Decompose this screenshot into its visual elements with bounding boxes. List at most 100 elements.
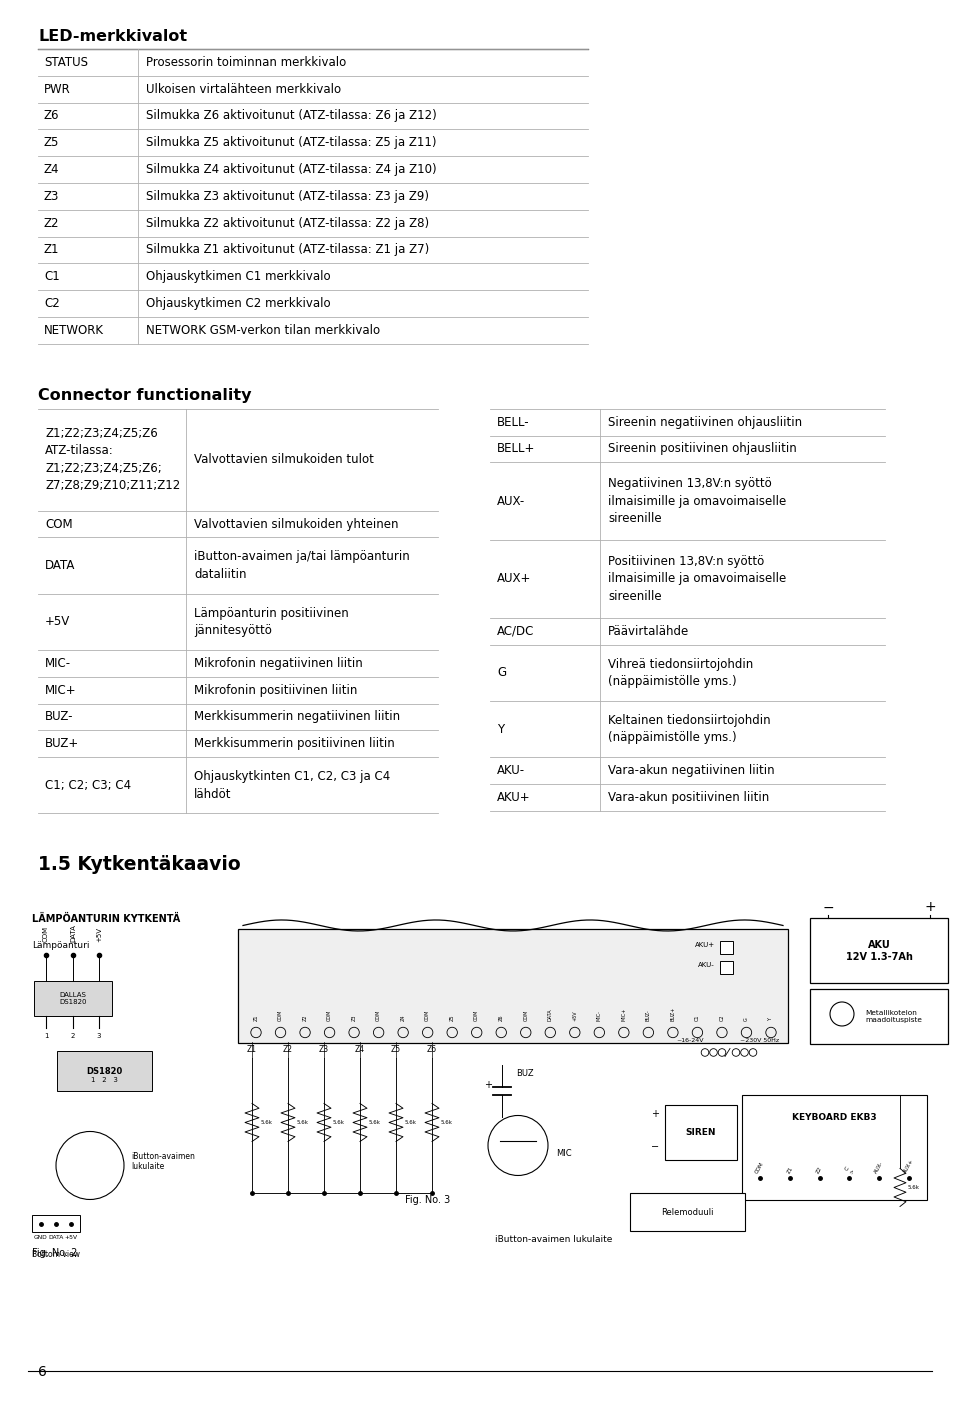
Text: COM: COM xyxy=(45,517,73,531)
Text: 1: 1 xyxy=(44,1034,48,1040)
Text: Negatiivinen 13,8V:n syöttö: Negatiivinen 13,8V:n syöttö xyxy=(608,478,772,490)
Text: DATA: DATA xyxy=(548,1009,553,1021)
Text: 5.6k: 5.6k xyxy=(297,1119,309,1125)
Text: dataliitin: dataliitin xyxy=(194,567,247,581)
Text: COM: COM xyxy=(755,1161,765,1174)
Text: C1: C1 xyxy=(44,270,60,283)
Text: Z1;Z2;Z3;Z4;Z5;Z6;: Z1;Z2;Z3;Z4;Z5;Z6; xyxy=(45,462,161,475)
Text: Positiivinen 13,8V:n syöttö: Positiivinen 13,8V:n syöttö xyxy=(608,555,764,567)
Text: Z1: Z1 xyxy=(253,1014,258,1021)
Text: Silmukka Z2 aktivoitunut (ATZ-tilassa: Z2 ja Z8): Silmukka Z2 aktivoitunut (ATZ-tilassa: Z… xyxy=(146,217,429,230)
Text: Silmukka Z5 aktivoitunut (ATZ-tilassa: Z5 ja Z11): Silmukka Z5 aktivoitunut (ATZ-tilassa: Z… xyxy=(146,136,437,150)
Text: MIC-: MIC- xyxy=(45,657,71,670)
Text: Z1: Z1 xyxy=(44,244,60,256)
Text: 5.6k: 5.6k xyxy=(261,1119,273,1125)
Text: sireenille: sireenille xyxy=(608,513,661,525)
Text: C2: C2 xyxy=(719,1014,725,1021)
FancyBboxPatch shape xyxy=(810,919,948,984)
Text: Metallikotelon
maadoituspiste: Metallikotelon maadoituspiste xyxy=(865,1010,922,1024)
Text: Merkkisummerin negatiivinen liitin: Merkkisummerin negatiivinen liitin xyxy=(194,710,400,723)
Text: C1: C1 xyxy=(695,1014,700,1021)
Text: −: − xyxy=(651,1142,660,1153)
Text: Sireenin negatiivinen ohjausliitin: Sireenin negatiivinen ohjausliitin xyxy=(608,416,803,429)
Text: LED-merkkivalot: LED-merkkivalot xyxy=(38,29,187,43)
Text: Prosessorin toiminnan merkkivalo: Prosessorin toiminnan merkkivalo xyxy=(146,56,347,69)
Bar xyxy=(238,929,788,1044)
Text: 2: 2 xyxy=(71,1034,75,1040)
FancyBboxPatch shape xyxy=(34,982,112,1017)
Text: DS1820: DS1820 xyxy=(86,1068,123,1076)
Text: Z5: Z5 xyxy=(44,136,60,150)
Text: Vara-akun negatiivinen liitin: Vara-akun negatiivinen liitin xyxy=(608,764,775,778)
Text: Lämpöanturi: Lämpöanturi xyxy=(32,941,89,950)
Text: 1.5 Kytkentäkaavio: 1.5 Kytkentäkaavio xyxy=(38,856,241,874)
Text: G: G xyxy=(497,667,506,679)
Text: Bottom view: Bottom view xyxy=(32,1251,80,1259)
FancyBboxPatch shape xyxy=(720,961,733,975)
Text: Z2: Z2 xyxy=(816,1166,824,1174)
Text: −: − xyxy=(822,901,834,915)
Text: AKU-: AKU- xyxy=(698,962,715,968)
Text: DATA: DATA xyxy=(48,1236,63,1240)
Text: jännitesyöttö: jännitesyöttö xyxy=(194,623,272,637)
Text: Silmukka Z3 aktivoitunut (ATZ-tilassa: Z3 ja Z9): Silmukka Z3 aktivoitunut (ATZ-tilassa: Z… xyxy=(146,191,429,203)
Text: Z2: Z2 xyxy=(283,1045,293,1055)
Text: AC/DC: AC/DC xyxy=(497,625,535,637)
Text: Ohjauskytkimen C2 merkkivalo: Ohjauskytkimen C2 merkkivalo xyxy=(146,297,330,310)
Text: DATA: DATA xyxy=(45,559,76,572)
Text: Fig. No. 3: Fig. No. 3 xyxy=(405,1195,450,1205)
Text: COM: COM xyxy=(523,1010,528,1021)
Text: Mikrofonin positiivinen liitin: Mikrofonin positiivinen liitin xyxy=(194,684,357,696)
Text: Z4: Z4 xyxy=(400,1014,406,1021)
Text: +5V: +5V xyxy=(64,1236,78,1240)
Text: Sireenin positiivinen ohjausliitin: Sireenin positiivinen ohjausliitin xyxy=(608,443,797,455)
Text: 5.6k: 5.6k xyxy=(908,1185,920,1189)
Text: Z6: Z6 xyxy=(427,1045,437,1055)
Text: KEYBOARD EKB3: KEYBOARD EKB3 xyxy=(792,1112,876,1122)
Text: iButton-avaimen lukulaite: iButton-avaimen lukulaite xyxy=(495,1236,612,1244)
Text: DATA: DATA xyxy=(70,925,76,943)
Text: Z1: Z1 xyxy=(247,1045,257,1055)
Text: Silmukka Z4 aktivoitunut (ATZ-tilassa: Z4 ja Z10): Silmukka Z4 aktivoitunut (ATZ-tilassa: Z… xyxy=(146,163,437,177)
FancyBboxPatch shape xyxy=(720,941,733,954)
Text: COM: COM xyxy=(474,1010,479,1021)
Text: AUX+: AUX+ xyxy=(902,1157,915,1174)
Text: AKU-: AKU- xyxy=(497,764,525,778)
Text: Valvottavien silmukoiden tulot: Valvottavien silmukoiden tulot xyxy=(194,453,373,467)
Text: Keltainen tiedonsiirtojohdin: Keltainen tiedonsiirtojohdin xyxy=(608,715,771,727)
Text: Z3: Z3 xyxy=(319,1045,329,1055)
Text: iButton-avaimen
lukulaite: iButton-avaimen lukulaite xyxy=(131,1152,195,1171)
Text: Lämpöanturin positiivinen: Lämpöanturin positiivinen xyxy=(194,607,348,619)
Text: MIC+: MIC+ xyxy=(621,1009,626,1021)
Text: Z2: Z2 xyxy=(44,217,60,230)
Text: BELL+: BELL+ xyxy=(497,443,536,455)
Text: NETWORK GSM-verkon tilan merkkivalo: NETWORK GSM-verkon tilan merkkivalo xyxy=(146,324,380,336)
Text: Z4: Z4 xyxy=(44,163,60,177)
Text: C2: C2 xyxy=(44,297,60,310)
Text: 3: 3 xyxy=(97,1034,101,1040)
Text: Silmukka Z1 aktivoitunut (ATZ-tilassa: Z1 ja Z7): Silmukka Z1 aktivoitunut (ATZ-tilassa: Z… xyxy=(146,244,429,256)
Text: Y: Y xyxy=(769,1019,774,1021)
Text: sireenille: sireenille xyxy=(608,590,661,602)
Text: COM: COM xyxy=(43,926,49,943)
Text: Y: Y xyxy=(497,723,504,736)
Text: G: G xyxy=(744,1017,749,1021)
Text: Z4: Z4 xyxy=(355,1045,365,1055)
Text: SIREN: SIREN xyxy=(685,1128,716,1138)
Text: Valvottavien silmukoiden yhteinen: Valvottavien silmukoiden yhteinen xyxy=(194,517,398,531)
Text: BUZ+: BUZ+ xyxy=(45,737,80,751)
Text: Merkkisummerin positiivinen liitin: Merkkisummerin positiivinen liitin xyxy=(194,737,395,751)
Text: MIC+: MIC+ xyxy=(45,684,77,696)
FancyBboxPatch shape xyxy=(665,1105,737,1160)
FancyBboxPatch shape xyxy=(57,1052,152,1091)
Text: Ulkoisen virtalähteen merkkivalo: Ulkoisen virtalähteen merkkivalo xyxy=(146,83,341,95)
Text: BUZ-: BUZ- xyxy=(646,1010,651,1021)
Text: GND: GND xyxy=(35,1236,48,1240)
Text: ~16-24V: ~16-24V xyxy=(676,1038,704,1044)
Text: BUZ+: BUZ+ xyxy=(670,1007,676,1021)
Text: AUX+: AUX+ xyxy=(497,573,532,586)
Text: 1   2   3: 1 2 3 xyxy=(91,1077,118,1083)
Text: 6: 6 xyxy=(38,1365,47,1379)
Text: Z6: Z6 xyxy=(499,1014,504,1021)
Text: Z2: Z2 xyxy=(302,1014,307,1021)
